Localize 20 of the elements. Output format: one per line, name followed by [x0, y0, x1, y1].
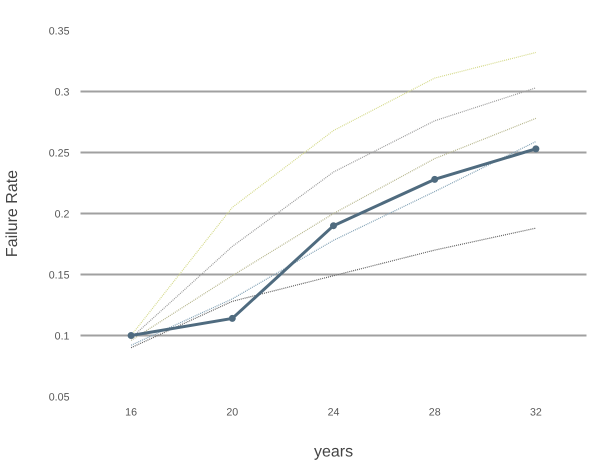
x-tick-label: 20 — [226, 406, 238, 418]
x-tick-label: 24 — [328, 406, 340, 418]
y-tick-label: 0.1 — [54, 330, 70, 342]
x-axis-title: years — [314, 444, 354, 460]
line-series — [130, 228, 536, 348]
x-tick-label: 16 — [125, 406, 138, 418]
x-tick-label: 28 — [428, 406, 441, 418]
y-axis-title: Failure Rate — [4, 170, 21, 258]
point — [128, 332, 135, 339]
y-tick-label: 0.3 — [54, 86, 70, 98]
y-tick-label: 0.2 — [54, 208, 70, 220]
point — [330, 222, 337, 230]
point — [431, 176, 438, 183]
x-tick-label: 32 — [530, 406, 542, 418]
y-tick-label: 0.35 — [48, 26, 70, 38]
point — [228, 314, 236, 322]
point — [532, 145, 540, 152]
y-tick-label: 0.25 — [48, 148, 70, 160]
y-tick-label: 0.15 — [48, 270, 70, 282]
y-tick-label: 0.05 — [48, 392, 70, 404]
